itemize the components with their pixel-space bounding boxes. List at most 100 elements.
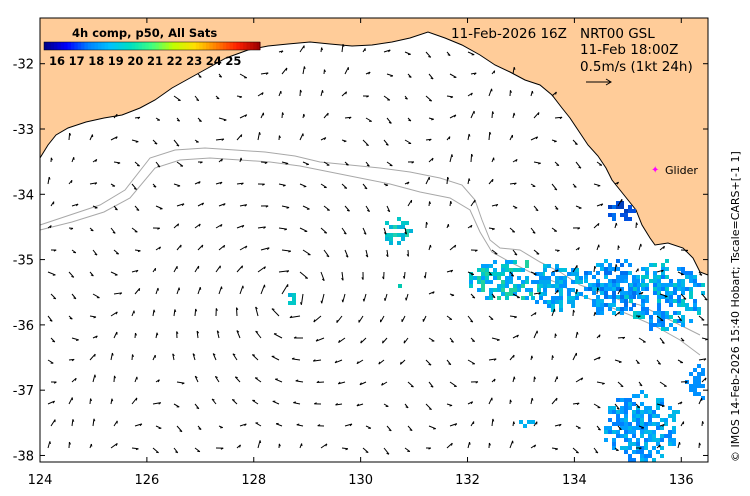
current-vector: [428, 73, 434, 80]
sst-pixel: [672, 414, 676, 418]
legend-value-label: 17: [69, 54, 85, 68]
current-vector: [320, 293, 325, 304]
current-vector: [194, 403, 200, 410]
sst-pixel: [401, 237, 405, 241]
current-vector: [68, 397, 73, 405]
current-vector: [360, 337, 367, 344]
current-vector: [323, 205, 330, 211]
sst-pixel: [653, 271, 657, 275]
sst-pixel: [612, 213, 616, 217]
sst-pixel: [616, 430, 620, 434]
current-vector: [554, 161, 560, 167]
current-vector: [596, 287, 600, 295]
current-vector: [386, 425, 392, 432]
sst-pixel: [489, 288, 493, 292]
current-vector: [446, 269, 454, 273]
current-vector: [278, 135, 281, 141]
current-vector: [470, 381, 479, 384]
sst-pixel: [616, 205, 620, 209]
current-vector: [617, 425, 622, 431]
sst-pixel: [525, 296, 529, 300]
current-vector: [289, 315, 301, 319]
current-vector: [173, 139, 180, 147]
sst-pixel: [645, 267, 649, 271]
sst-pixel: [537, 288, 541, 292]
sst-pixel: [665, 315, 669, 319]
sst-pixel: [393, 233, 397, 237]
current-vector: [428, 337, 435, 342]
current-vector: [530, 355, 534, 361]
sst-pixel: [681, 271, 685, 275]
current-vector: [509, 315, 517, 319]
current-vector: [278, 50, 284, 54]
sst-pixel: [636, 414, 640, 418]
sst-pixel: [681, 315, 685, 319]
current-vector: [361, 271, 364, 280]
current-vector: [512, 112, 516, 119]
sst-pixel: [397, 225, 401, 229]
sst-pixel: [604, 259, 608, 263]
sst-pixel: [689, 384, 693, 388]
current-vector: [173, 309, 177, 317]
current-vector: [596, 381, 605, 385]
sst-pixel: [575, 280, 579, 284]
current-vector: [677, 315, 683, 322]
sst-pixel: [673, 319, 677, 323]
sst-pixel: [668, 414, 672, 418]
current-vector: [407, 381, 414, 388]
current-vector: [257, 266, 266, 273]
sst-pixel: [661, 287, 665, 291]
sst-pixel: [697, 307, 701, 311]
time-label: 11-Feb 18:00Z: [580, 42, 678, 58]
current-vector: [235, 307, 239, 317]
sst-pixel: [469, 284, 473, 288]
sst-pixel: [559, 276, 563, 280]
sst-pixel: [624, 430, 628, 434]
sst-pixel: [555, 284, 559, 288]
sst-pixel: [481, 276, 485, 280]
sst-pixel: [559, 280, 563, 284]
current-vector: [92, 418, 96, 427]
current-vector: [113, 113, 118, 119]
legend-swatch: [152, 42, 156, 50]
x-tick-label: 136: [669, 473, 694, 488]
sst-pixel: [604, 283, 608, 287]
sst-pixel: [612, 279, 616, 283]
sst-pixel: [685, 271, 689, 275]
sst-pixel: [657, 307, 661, 311]
sst-pixel: [616, 434, 620, 438]
current-vector: [320, 271, 325, 282]
current-vector: [152, 139, 158, 145]
current-vector: [257, 440, 262, 449]
current-vector: [320, 443, 328, 449]
sst-pixel: [660, 454, 664, 458]
sst-pixel: [517, 284, 521, 288]
current-vector: [155, 425, 162, 430]
sst-pixel: [641, 303, 645, 307]
sst-pixel: [612, 422, 616, 426]
current-vector: [320, 183, 327, 189]
current-vector: [467, 133, 471, 141]
sst-pixel: [620, 291, 624, 295]
sst-pixel: [636, 275, 640, 279]
sst-pixel: [652, 430, 656, 434]
sst-pixel: [673, 327, 677, 331]
sst-pixel: [563, 268, 567, 272]
sst-pixel: [632, 275, 636, 279]
sst-pixel: [669, 295, 673, 299]
sst-pixel: [693, 388, 697, 392]
sst-pixel: [485, 268, 489, 272]
current-vector: [197, 161, 203, 164]
legend-swatch: [179, 42, 183, 50]
sst-pixel: [673, 299, 677, 303]
sst-pixel: [681, 279, 685, 283]
current-vector: [698, 315, 705, 321]
sst-pixel: [288, 301, 292, 305]
current-vector: [281, 205, 290, 209]
current-vector: [380, 315, 385, 323]
current-vector: [271, 355, 280, 361]
current-vector: [239, 245, 248, 251]
legend-swatch: [175, 42, 180, 50]
sst-pixel: [668, 430, 672, 434]
sst-pixel: [493, 268, 497, 272]
